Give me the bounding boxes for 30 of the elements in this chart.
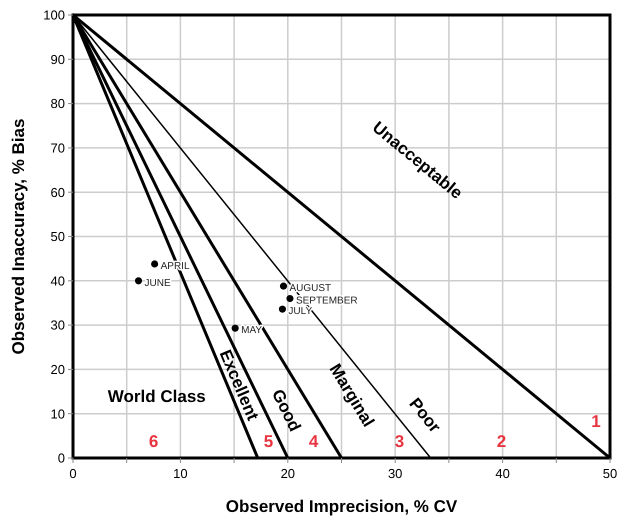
annotation: JULY bbox=[288, 306, 312, 318]
annotation: 6 bbox=[148, 432, 158, 451]
x-tick-label: 50 bbox=[602, 466, 618, 481]
y-tick-label: 30 bbox=[50, 318, 65, 333]
y-tick-label: 100 bbox=[43, 8, 65, 23]
y-tick-label: 80 bbox=[50, 96, 65, 112]
annotation: 5 bbox=[264, 432, 274, 451]
x-tick-label: 40 bbox=[495, 466, 510, 481]
y-tick-label: 20 bbox=[50, 362, 65, 377]
annotation: 4 bbox=[308, 432, 319, 451]
y-tick-label: 60 bbox=[50, 184, 65, 200]
y-tick-label: 10 bbox=[50, 406, 65, 422]
y-tick-label: 90 bbox=[50, 52, 65, 67]
annotation: JUNE bbox=[144, 278, 171, 289]
x-tick-label: 20 bbox=[280, 466, 296, 481]
y-tick-label: 40 bbox=[50, 273, 65, 288]
annotation: 3 bbox=[394, 432, 404, 451]
x-tick-label: 10 bbox=[173, 466, 188, 481]
annotation: World Class bbox=[108, 386, 206, 406]
x-tick-label: 30 bbox=[388, 466, 402, 481]
x-tick-label: 0 bbox=[69, 466, 77, 481]
annotation: 1 bbox=[591, 412, 601, 431]
x-axis-title: Observed Imprecision, % CV bbox=[226, 497, 458, 516]
y-tick-label: 70 bbox=[50, 140, 65, 156]
annotation: 2 bbox=[496, 432, 506, 451]
y-tick-label: 0 bbox=[58, 450, 65, 466]
annotation: MAY bbox=[241, 325, 262, 336]
y-tick-label: 50 bbox=[50, 229, 65, 244]
y-axis-title: Observed Inaccuracy, % Bias bbox=[9, 118, 28, 354]
annotation: Good bbox=[268, 386, 305, 434]
